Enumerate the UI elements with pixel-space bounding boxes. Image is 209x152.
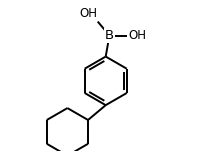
Text: B: B (105, 29, 114, 42)
Text: OH: OH (129, 29, 147, 42)
Text: OH: OH (80, 7, 98, 20)
